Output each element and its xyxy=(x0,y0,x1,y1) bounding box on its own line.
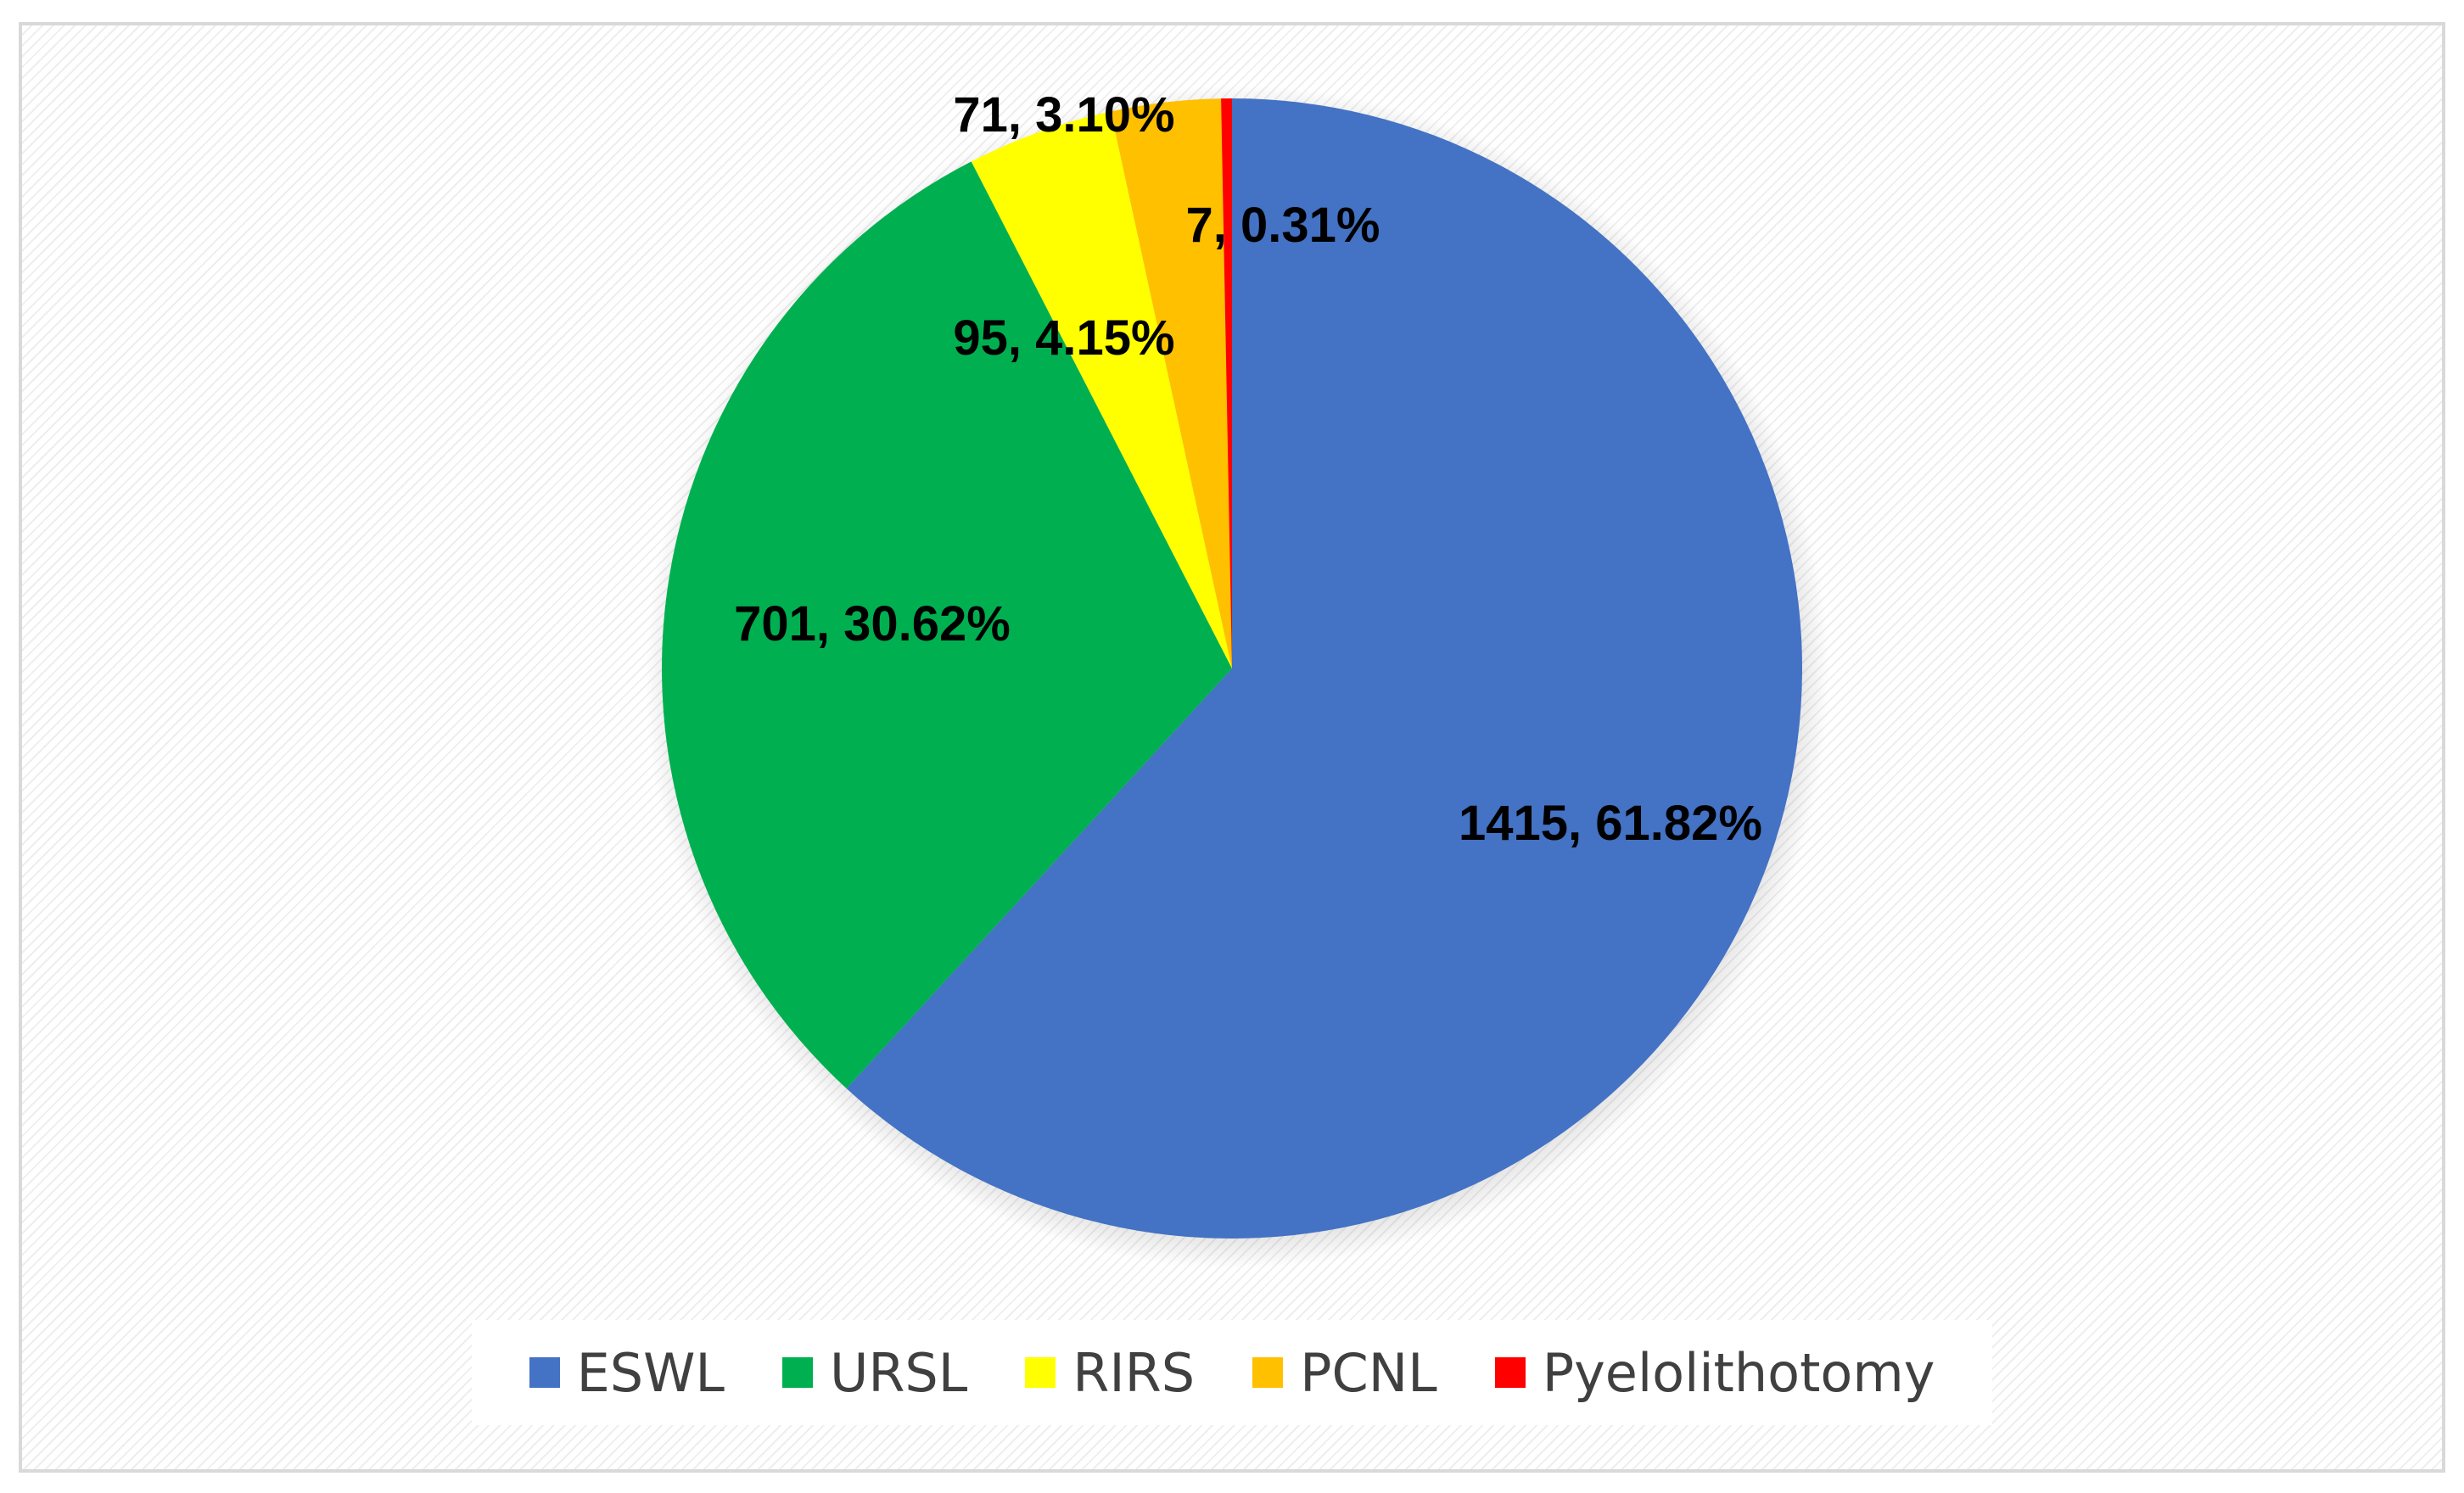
data-label-eswl: 1415, 61.82% xyxy=(1459,796,1762,851)
pie-slice-ursl xyxy=(662,161,1232,1089)
legend-item-eswl: ESWL xyxy=(529,1342,725,1404)
pie-slice-pyelolithotomy xyxy=(1221,98,1232,668)
legend-swatch xyxy=(529,1357,560,1388)
legend-item-pyelolithotomy: Pyelolithotomy xyxy=(1494,1341,1935,1404)
data-label-rirs: 95, 4.15% xyxy=(953,310,1174,366)
data-label-ursl: 701, 30.62% xyxy=(734,596,1011,651)
data-label-pyelolithotomy: 7, 0.31% xyxy=(1186,198,1380,253)
pie-slice-eswl xyxy=(846,98,1802,1239)
legend-label: ESWL xyxy=(576,1341,725,1404)
legend-swatch xyxy=(1494,1357,1526,1388)
legend-swatch xyxy=(1025,1357,1056,1388)
legend-label: Pyelolithotomy xyxy=(1542,1341,1935,1404)
pie-slice-pcnl xyxy=(1111,98,1232,669)
legend-swatch xyxy=(1252,1357,1284,1388)
legend-swatch xyxy=(781,1357,813,1388)
data-label-pcnl: 71, 3.10% xyxy=(953,87,1174,143)
legend-item-ursl: URSL xyxy=(781,1341,968,1404)
chart-legend: ESWL URSL RIRS PCNL Pyelolithotomy xyxy=(472,1320,1992,1425)
pie-slices xyxy=(662,98,1802,1239)
legend-label: PCNL xyxy=(1300,1341,1437,1404)
pie-slice-rirs xyxy=(971,111,1232,669)
legend-label: URSL xyxy=(829,1341,968,1404)
pie-data-labels: 1415, 61.82% 701, 30.62% 95, 4.15% 71, 3.10… xyxy=(734,87,1762,851)
legend-label: RIRS xyxy=(1072,1341,1196,1404)
legend-item-rirs: RIRS xyxy=(1025,1342,1195,1404)
legend-item-pcnl: PCNL xyxy=(1252,1342,1437,1404)
